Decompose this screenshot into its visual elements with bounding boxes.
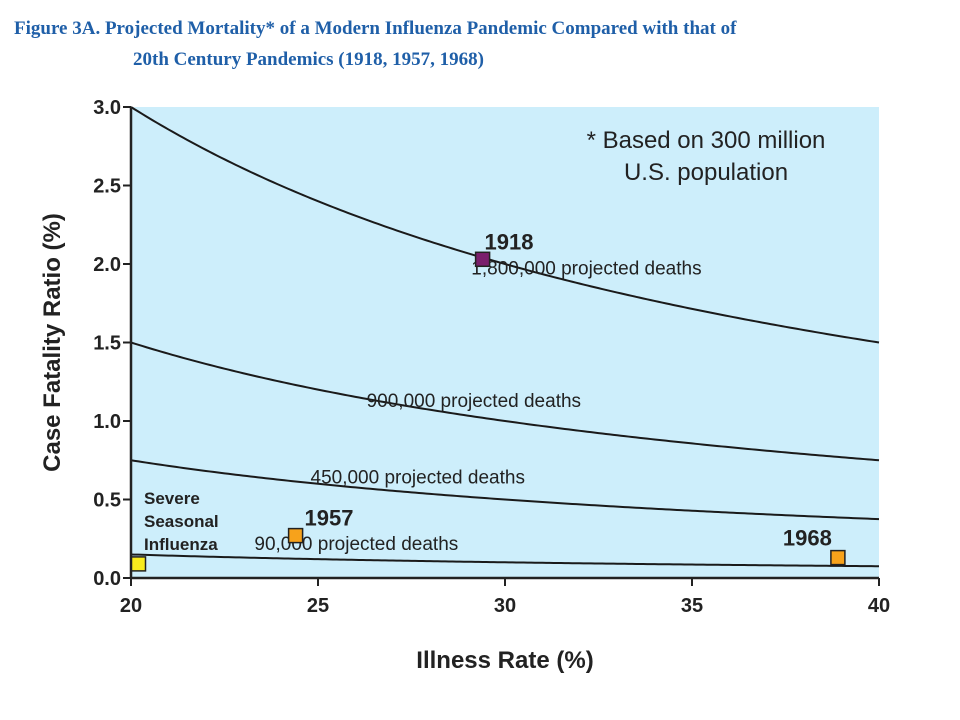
figure-title-line-2: 20th Century Pandemics (1918, 1957, 1968…: [133, 49, 484, 70]
y-tick-label: 2.0: [93, 254, 121, 276]
death-curve-4: [130, 553, 880, 568]
x-axis-title: Illness Rate (%): [416, 647, 593, 674]
point-label-1968: 1968: [783, 526, 832, 551]
figure-title-line-1: Figure 3A. Projected Mortality* of a Mod…: [14, 18, 737, 39]
y-axis-title: Case Fatality Ratio (%): [39, 213, 66, 472]
y-tick-label: 1.0: [93, 411, 121, 433]
x-tick-label: 40: [868, 595, 890, 617]
x-tick-label: 30: [494, 595, 516, 617]
point-marker-1918: [474, 251, 491, 268]
y-tick-label: 2.5: [93, 176, 121, 198]
seasonal-label-line-3: Influenza: [144, 535, 218, 554]
death-curve-2: [130, 341, 880, 462]
x-tick-label: 25: [307, 595, 329, 617]
y-tick-label: 0.0: [93, 568, 121, 590]
point-marker-1957: [287, 527, 304, 544]
note-line-1: * Based on 300 million: [587, 127, 826, 154]
note-line-2: U.S. population: [624, 159, 788, 186]
death-curve-1: [130, 106, 880, 344]
curve-label-4: 90,000 projected deaths: [254, 534, 458, 555]
point-marker-1968: [830, 549, 846, 566]
curve-label-1: 1,800,000 projected deaths: [471, 259, 701, 280]
seasonal-label-line-1: Severe: [144, 489, 200, 508]
point-label-1957: 1957: [305, 506, 354, 531]
y-tick-label: 0.5: [93, 490, 121, 512]
y-tick-label: 1.5: [93, 333, 121, 355]
x-tick-label: 20: [120, 595, 142, 617]
curve-label-2: 900,000 projected deaths: [367, 391, 581, 412]
x-axis-ticks: 20 25 30 35 40: [120, 578, 890, 617]
death-curve-3: [130, 459, 880, 521]
point-marker-seasonal: [130, 556, 147, 572]
curve-label-3: 450,000 projected deaths: [311, 467, 525, 488]
x-tick-label: 35: [681, 595, 703, 617]
death-curves: [130, 106, 880, 568]
seasonal-label-line-2: Seasonal: [144, 512, 219, 531]
y-axis-ticks: 0.0 0.5 1.0 1.5 2.0 2.5 3.0: [93, 97, 131, 590]
population-note: * Based on 300 million U.S. population: [587, 127, 826, 186]
y-tick-label: 3.0: [93, 97, 121, 119]
pandemic-point-labels: 1918 1957 1968 Severe Seasonal Influenza: [144, 229, 832, 554]
curve-labels: 1,800,000 projected deaths 900,000 projec…: [254, 259, 701, 556]
point-label-1918: 1918: [485, 229, 534, 254]
pandemic-points: [130, 251, 846, 572]
